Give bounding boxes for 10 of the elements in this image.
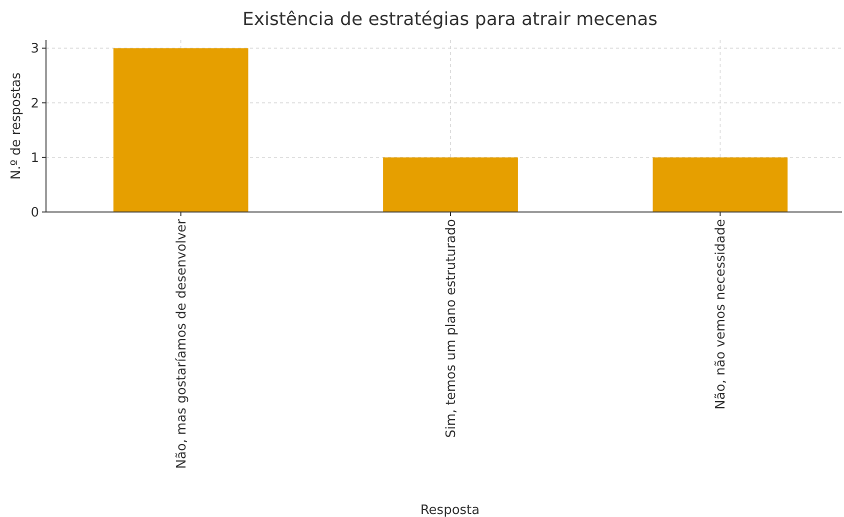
y-tick-label: 1 [30, 150, 39, 166]
x-tick-label: Sim, temos um plano estruturado [444, 218, 460, 438]
x-axis-title: Resposta [420, 503, 480, 517]
x-tick-label: Não, mas gostaríamos de desenvolver [174, 218, 190, 469]
x-tick-label: Não, não vemos necessidade [714, 219, 729, 410]
y-tick-label: 2 [30, 96, 39, 112]
y-axis-title: N.º de respostas [9, 72, 24, 180]
chart-title: Existência de estratégias para atrair mecenas [242, 9, 658, 30]
y-tick-label: 0 [30, 206, 39, 221]
y-tick-label: 3 [30, 42, 39, 57]
